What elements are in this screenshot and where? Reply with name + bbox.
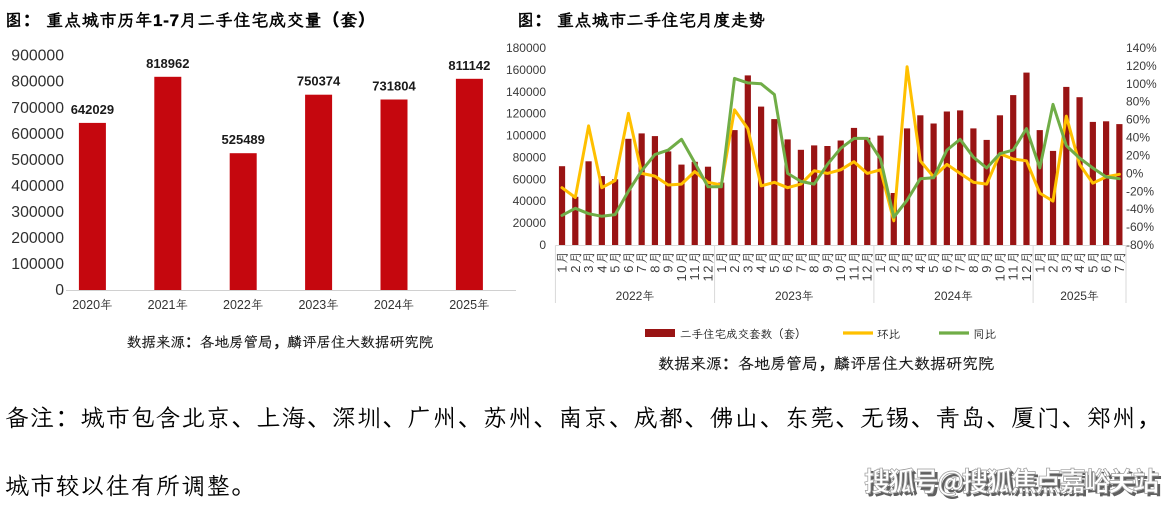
svg-text:-80%: -80% <box>1126 238 1154 252</box>
svg-text:120%: 120% <box>1126 59 1157 73</box>
svg-text:750374: 750374 <box>297 74 341 89</box>
svg-text:818962: 818962 <box>146 56 189 71</box>
svg-text:2月: 2月 <box>727 250 742 273</box>
svg-text:80%: 80% <box>1126 95 1150 109</box>
svg-text:数据来源：各地房管局，麟评居住大数据研究院: 数据来源：各地房管局，麟评居住大数据研究院 <box>127 331 434 352</box>
svg-text:2月: 2月 <box>886 250 901 273</box>
svg-text:900000: 900000 <box>11 48 64 65</box>
svg-text:10月: 10月 <box>992 250 1007 282</box>
svg-text:搜狐号@搜狐焦点嘉峪关站: 搜狐号@搜狐焦点嘉峪关站 <box>864 460 1159 499</box>
svg-text:-60%: -60% <box>1126 220 1154 234</box>
svg-text:7月: 7月 <box>953 250 968 273</box>
svg-text:2025年: 2025年 <box>1060 289 1099 303</box>
svg-text:7月: 7月 <box>1112 250 1127 273</box>
svg-text:1月: 1月 <box>555 250 570 273</box>
svg-text:2025年: 2025年 <box>449 298 489 312</box>
svg-text:8月: 8月 <box>966 250 981 273</box>
svg-text:80000: 80000 <box>513 150 547 164</box>
svg-text:200000: 200000 <box>11 230 64 247</box>
svg-text:6月: 6月 <box>621 250 636 273</box>
svg-text:5月: 5月 <box>1085 250 1100 273</box>
svg-text:0: 0 <box>539 238 546 252</box>
svg-text:40000: 40000 <box>513 194 547 208</box>
svg-text:8月: 8月 <box>807 250 822 273</box>
svg-text:100%: 100% <box>1126 77 1157 91</box>
svg-text:140000: 140000 <box>506 85 546 99</box>
svg-text:-20%: -20% <box>1126 184 1154 198</box>
svg-text:600000: 600000 <box>11 126 64 143</box>
svg-text:60000: 60000 <box>513 172 547 186</box>
svg-text:4月: 4月 <box>913 250 928 273</box>
svg-text:500000: 500000 <box>11 152 64 169</box>
svg-text:二手住宅成交套数（套）: 二手住宅成交套数（套） <box>680 326 807 342</box>
svg-text:图： 重点城市二手住宅月度走势: 图： 重点城市二手住宅月度走势 <box>517 6 766 31</box>
svg-text:10月: 10月 <box>833 250 848 282</box>
svg-text:3月: 3月 <box>900 250 915 273</box>
svg-text:2月: 2月 <box>568 250 583 273</box>
svg-text:2023年: 2023年 <box>298 298 338 312</box>
svg-text:1月: 1月 <box>714 250 729 273</box>
svg-text:300000: 300000 <box>11 204 64 221</box>
svg-text:0: 0 <box>55 282 64 299</box>
svg-text:4月: 4月 <box>1072 250 1087 273</box>
svg-text:12月: 12月 <box>701 250 716 282</box>
svg-text:3月: 3月 <box>581 250 596 273</box>
svg-text:2月: 2月 <box>1046 250 1061 273</box>
svg-text:811142: 811142 <box>448 58 490 73</box>
svg-text:5月: 5月 <box>608 250 623 273</box>
svg-text:100000: 100000 <box>11 256 64 273</box>
svg-text:800000: 800000 <box>11 74 64 91</box>
svg-text:100000: 100000 <box>506 129 546 143</box>
svg-text:9月: 9月 <box>661 250 676 273</box>
svg-text:731804: 731804 <box>372 79 416 94</box>
svg-text:2022年: 2022年 <box>616 289 655 303</box>
svg-text:11月: 11月 <box>687 250 702 281</box>
svg-text:400000: 400000 <box>11 178 64 195</box>
svg-text:20000: 20000 <box>513 216 547 230</box>
svg-text:525489: 525489 <box>222 132 265 147</box>
svg-text:2022年: 2022年 <box>223 298 263 312</box>
svg-text:0%: 0% <box>1126 166 1144 180</box>
svg-text:6月: 6月 <box>939 250 954 273</box>
svg-text:12月: 12月 <box>1019 250 1034 282</box>
svg-text:7月: 7月 <box>634 250 649 273</box>
svg-text:642029: 642029 <box>71 102 114 117</box>
svg-text:10月: 10月 <box>674 250 689 282</box>
svg-text:180000: 180000 <box>506 41 546 55</box>
svg-text:160000: 160000 <box>506 63 546 77</box>
svg-text:2023年: 2023年 <box>775 289 814 303</box>
svg-text:2021年: 2021年 <box>148 298 188 312</box>
svg-text:搜狐号@搜狐焦点嘉峪关站: 搜狐号@搜狐焦点嘉峪关站 <box>867 463 1162 502</box>
svg-text:6月: 6月 <box>1099 250 1114 273</box>
svg-text:5月: 5月 <box>767 250 782 273</box>
svg-text:环比: 环比 <box>877 329 900 341</box>
svg-text:6月: 6月 <box>780 250 795 273</box>
svg-text:5月: 5月 <box>926 250 941 273</box>
svg-text:1月: 1月 <box>1032 250 1047 273</box>
svg-text:9月: 9月 <box>820 250 835 273</box>
svg-text:2024年: 2024年 <box>374 298 414 312</box>
svg-text:2024年: 2024年 <box>934 289 973 303</box>
svg-text:4月: 4月 <box>754 250 769 273</box>
svg-text:4月: 4月 <box>594 250 609 273</box>
svg-text:8月: 8月 <box>647 250 662 273</box>
svg-text:11月: 11月 <box>846 250 861 281</box>
svg-text:-40%: -40% <box>1126 202 1154 216</box>
svg-text:1月: 1月 <box>873 250 888 273</box>
svg-text:20%: 20% <box>1126 149 1150 163</box>
svg-text:140%: 140% <box>1126 41 1157 55</box>
svg-text:3月: 3月 <box>1059 250 1074 273</box>
svg-text:9月: 9月 <box>979 250 994 273</box>
svg-text:12月: 12月 <box>860 250 875 282</box>
svg-text:11月: 11月 <box>1006 250 1021 281</box>
svg-text:同比: 同比 <box>973 329 996 341</box>
svg-text:3月: 3月 <box>740 250 755 273</box>
svg-text:120000: 120000 <box>506 107 546 121</box>
svg-text:700000: 700000 <box>11 100 64 117</box>
svg-text:图： 重点城市历年1-7月二手住宅成交量（套）: 图： 重点城市历年1-7月二手住宅成交量（套） <box>5 6 376 31</box>
svg-text:7月: 7月 <box>793 250 808 273</box>
svg-text:40%: 40% <box>1126 131 1150 145</box>
svg-text:60%: 60% <box>1126 113 1150 127</box>
svg-text:2020年: 2020年 <box>72 298 112 312</box>
